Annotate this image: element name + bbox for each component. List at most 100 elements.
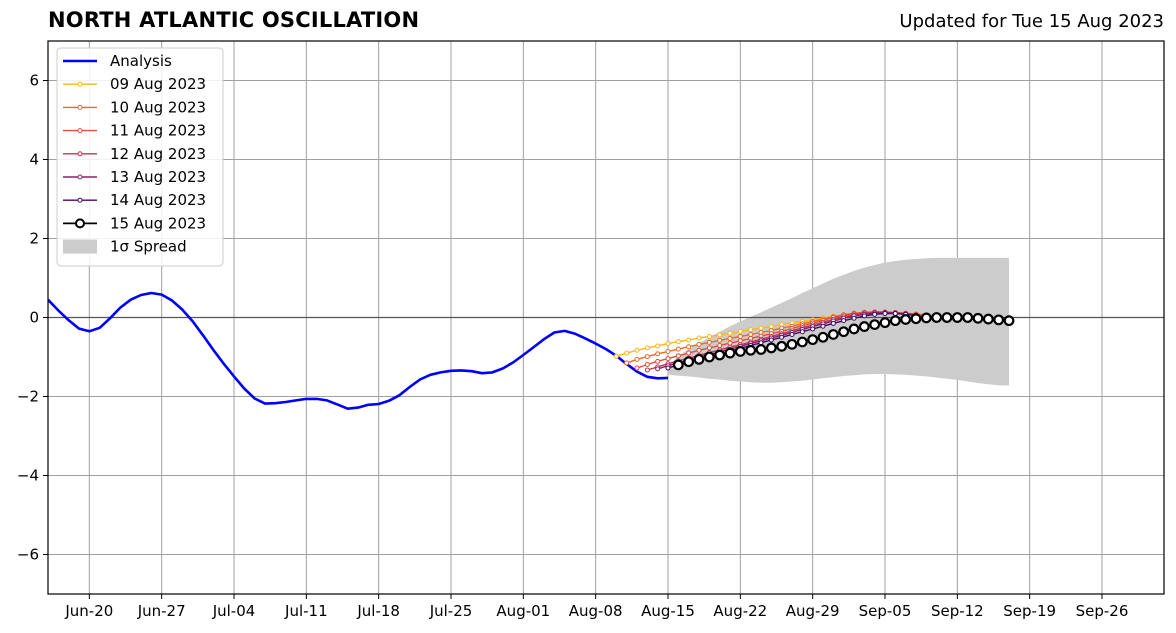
forecast-point [634,347,640,353]
forecast-point [717,332,723,338]
legend-forecast-marker [77,151,83,157]
x-tick-label: Jul-11 [284,602,328,620]
current-forecast-point [786,338,798,350]
forecast-point [779,334,785,340]
current-forecast-point [838,326,850,338]
current-forecast-point [683,356,695,368]
plot-area [48,257,1164,410]
current-forecast-point [889,315,901,327]
forecast-point [758,325,764,331]
x-tick-label: Aug-29 [786,602,840,620]
forecast-point [686,350,692,356]
current-forecast-series [672,312,1015,371]
x-tick-label: Jun-27 [137,602,186,620]
x-tick-label: Aug-22 [713,602,767,620]
current-forecast-point [703,351,715,363]
legend-forecast-label: 11 Aug 2023 [110,122,206,140]
x-tick-label: Sep-26 [1076,602,1129,620]
legend-current-marker [75,218,85,229]
y-tick-label: 4 [29,151,39,169]
forecast-point [727,340,733,346]
forecast-point [706,339,712,345]
forecast-point [696,335,702,341]
grid-lines [48,41,1164,594]
forecast-point [655,343,661,349]
legend-forecast-marker [77,197,83,203]
forecast-point [882,311,888,317]
current-forecast-point [817,331,829,343]
current-forecast-point [972,312,984,324]
current-forecast-point [931,312,943,323]
forecast-point [675,346,681,352]
forecast-point [644,367,650,373]
y-tick-label: 2 [29,230,39,248]
current-forecast-point [1003,315,1015,327]
forecast-point [665,356,671,362]
forecast-point [737,338,743,344]
current-forecast-point [900,314,912,325]
current-forecast-point [962,312,974,323]
current-forecast-point [755,344,767,355]
forecast-point [717,343,723,349]
current-forecast-point [827,329,839,340]
legend-forecast-marker [77,174,83,180]
forecast-point [655,366,661,372]
current-forecast-point [982,313,994,325]
forecast-point [861,313,867,319]
current-forecast-point [734,346,746,357]
current-forecast-point [745,344,757,356]
current-forecast-point [796,336,808,348]
y-tick-label: 0 [29,309,39,327]
forecast-point [768,324,774,330]
forecast-point [706,345,712,351]
x-tick-label: Aug-15 [641,602,695,620]
current-forecast-point [714,349,726,361]
forecast-point [799,329,805,335]
forecast-point [655,351,661,357]
legend-forecast-marker [77,104,83,110]
forecast-point [655,358,661,364]
current-forecast-point [993,314,1005,326]
forecast-point [644,345,650,351]
legend-forecast-marker [77,81,83,87]
current-forecast-point [951,312,963,323]
forecast-point [665,348,671,354]
current-forecast-point [807,334,819,346]
legend: Analysis 09 Aug 2023 10 Aug 2023 11 Aug 202… [56,47,224,267]
x-tick-label: Sep-12 [931,602,984,620]
forecast-point [634,365,640,371]
forecast-point [696,341,702,347]
y-tick-label: −2 [17,388,39,406]
forecast-point [675,339,681,345]
forecast-point [665,365,671,371]
forecast-point [727,335,733,341]
forecast-point [675,353,681,359]
analysis-line [48,291,669,410]
updated-date: Updated for Tue 15 Aug 2023 [899,11,1164,32]
current-forecast-point [672,359,684,371]
forecast-point [665,341,671,347]
forecast-point [851,315,857,321]
x-tick-label: Aug-01 [496,602,550,620]
forecast-point [789,331,795,337]
current-forecast-point [776,340,788,352]
forecast-point [644,354,650,360]
legend-forecast-label: 13 Aug 2023 [110,168,206,186]
forecast-point [717,337,723,343]
legend-spread-swatch [63,239,97,254]
x-tick-label: Jul-25 [429,602,473,620]
forecast-point [696,347,702,353]
current-forecast-point [765,342,777,354]
forecast-point [892,311,898,317]
forecast-point [737,333,743,339]
current-forecast-point [910,313,922,325]
forecast-point [768,337,774,343]
forecast-point [613,353,619,359]
x-tick-label: Jun-20 [64,602,113,620]
chart-title: NORTH ATLANTIC OSCILLATION [48,8,420,32]
forecast-point [820,323,826,329]
forecast-point [644,362,650,368]
current-forecast-point [724,347,736,359]
legend-spread-label: 1σ Spread [110,238,187,256]
